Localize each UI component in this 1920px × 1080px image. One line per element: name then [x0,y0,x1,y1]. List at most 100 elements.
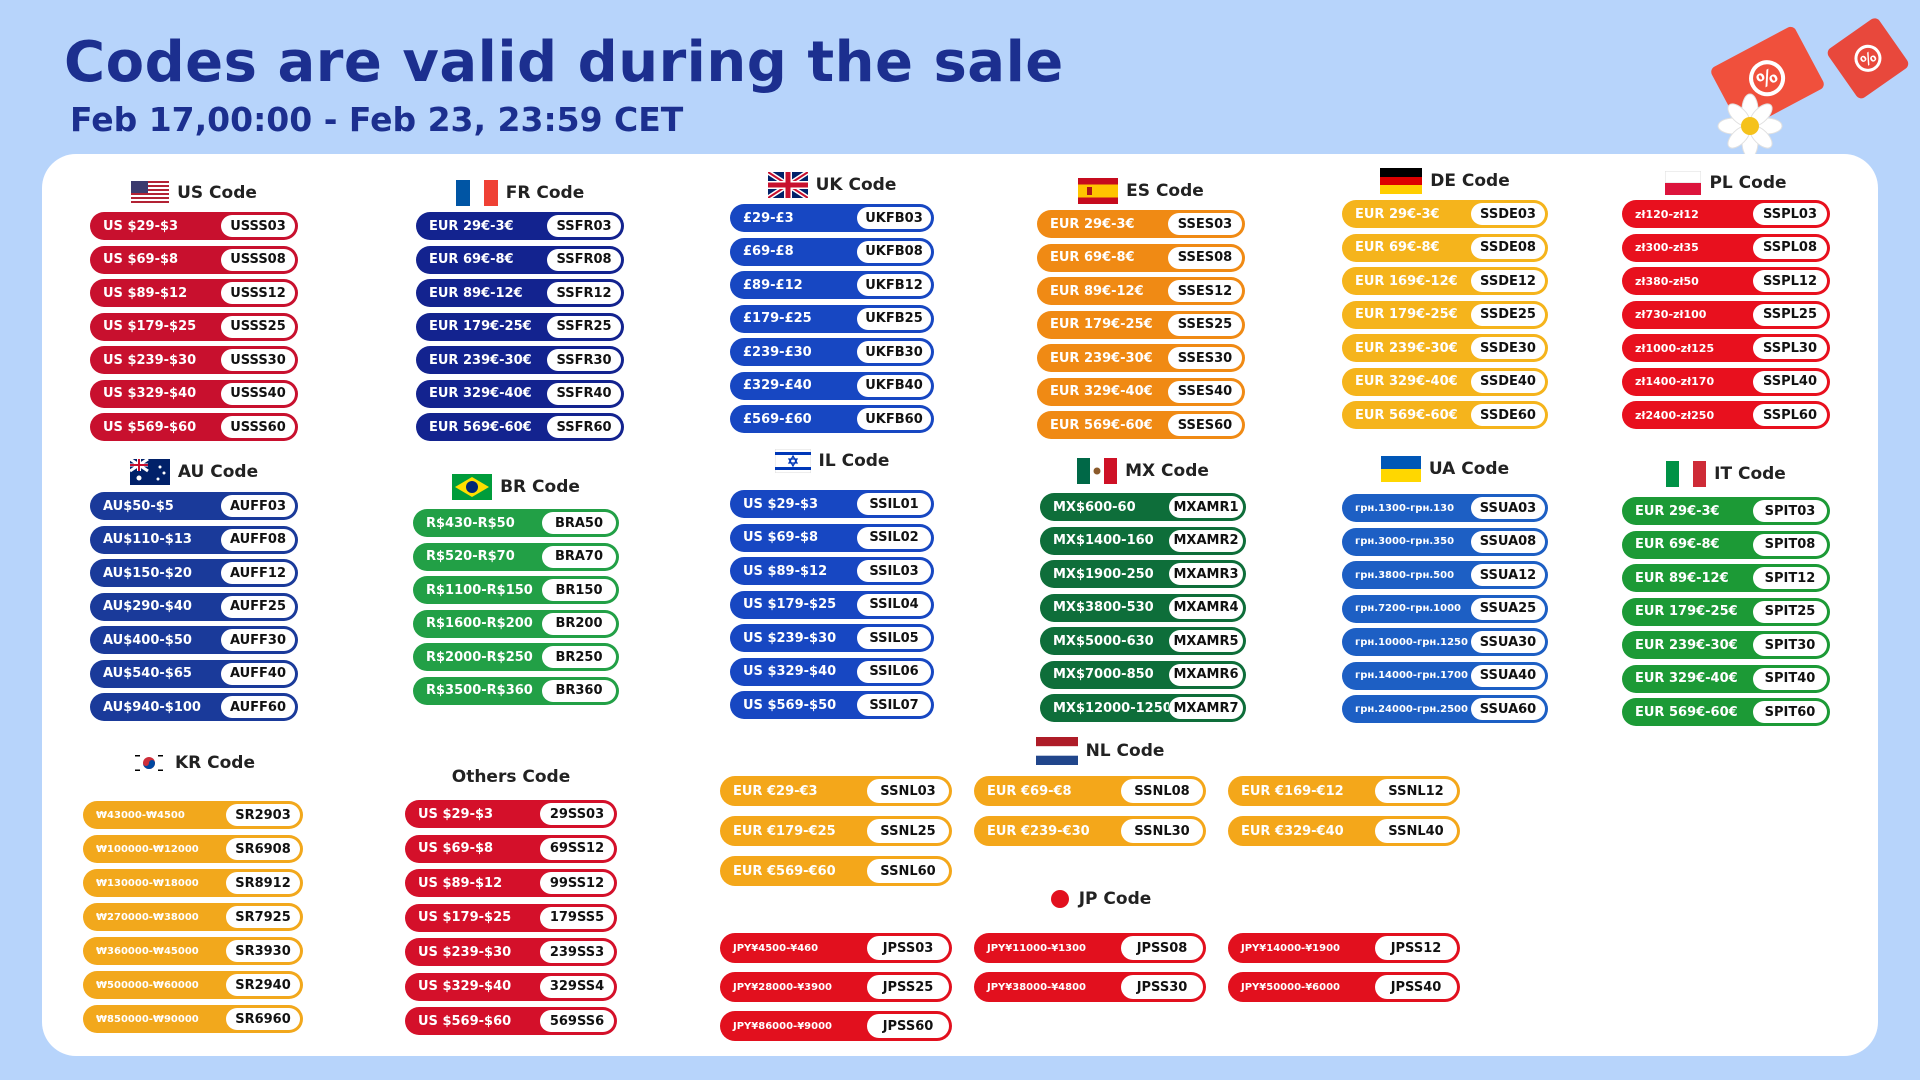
promo-code[interactable]: SSFR03 [547,215,621,237]
promo-code[interactable]: SSUA60 [1471,698,1545,720]
promo-code[interactable]: SSNL40 [1375,819,1457,843]
promo-code[interactable]: BR200 [542,612,616,635]
promo-code[interactable]: SSNL03 [867,779,949,803]
promo-code[interactable]: AUFF03 [221,495,295,517]
promo-code[interactable]: SSNL25 [867,819,949,843]
promo-code[interactable]: UKFB25 [857,307,931,330]
promo-code[interactable]: USSS25 [221,315,295,338]
promo-code[interactable]: USSS30 [221,349,295,371]
promo-code[interactable]: SSNL60 [867,859,949,883]
promo-code[interactable]: SPIT25 [1753,600,1827,623]
promo-code[interactable]: SSES08 [1168,246,1242,269]
promo-code[interactable]: JPSS12 [1375,936,1457,960]
promo-code[interactable]: SSFR40 [547,382,621,405]
promo-code[interactable]: AUFF40 [221,662,295,685]
promo-code[interactable]: JPSS30 [1121,975,1203,999]
promo-code[interactable]: SSPL40 [1753,370,1827,393]
promo-code[interactable]: UKFB03 [857,207,931,229]
promo-code[interactable]: SSIL06 [857,660,931,683]
promo-code[interactable]: SSPL30 [1753,337,1827,359]
promo-code[interactable]: BR360 [542,679,616,702]
promo-code[interactable]: SSUA12 [1471,564,1545,586]
promo-code[interactable]: 179SS5 [540,906,614,929]
promo-code[interactable]: SSDE03 [1471,203,1545,225]
promo-code[interactable]: SSIL01 [857,493,931,515]
promo-code[interactable]: SSUA40 [1471,664,1545,687]
promo-code[interactable]: UKFB30 [857,341,931,363]
promo-code[interactable]: BRA50 [542,512,616,534]
promo-code[interactable]: SSUA08 [1471,530,1545,553]
promo-code[interactable]: SR2940 [226,974,300,996]
promo-code[interactable]: SSIL02 [857,526,931,549]
promo-code[interactable]: SSES12 [1168,280,1242,302]
promo-code[interactable]: SSDE25 [1471,303,1545,326]
promo-code[interactable]: SSDE30 [1471,337,1545,359]
promo-code[interactable]: JPSS25 [867,975,949,999]
promo-code[interactable]: BR250 [542,646,616,668]
promo-code[interactable]: SR8912 [226,872,300,894]
promo-code[interactable]: MXAMR5 [1169,630,1243,652]
promo-code[interactable]: AUFF08 [221,528,295,551]
promo-code[interactable]: SR6908 [226,838,300,860]
promo-code[interactable]: 69SS12 [540,837,614,860]
promo-code[interactable]: SR3930 [226,940,300,962]
promo-code[interactable]: SR2903 [226,804,300,826]
promo-code[interactable]: SSDE12 [1471,270,1545,292]
promo-code[interactable]: SSDE08 [1471,236,1545,259]
promo-code[interactable]: USSS03 [221,215,295,237]
promo-code[interactable]: SR6960 [226,1008,300,1030]
promo-code[interactable]: SSFR30 [547,349,621,371]
promo-code[interactable]: 239SS3 [540,941,614,963]
promo-code[interactable]: SR7925 [226,906,300,928]
promo-code[interactable]: SPIT30 [1753,634,1827,656]
promo-code[interactable]: MXAMR3 [1169,563,1243,585]
promo-code[interactable]: SSDE60 [1471,404,1545,426]
promo-code[interactable]: SPIT03 [1753,500,1827,522]
promo-code[interactable]: SSDE40 [1471,370,1545,393]
promo-code[interactable]: USSS08 [221,248,295,271]
promo-code[interactable]: SSIL04 [857,593,931,616]
promo-code[interactable]: USSS60 [221,416,295,438]
promo-code[interactable]: UKFB12 [857,274,931,296]
promo-code[interactable]: BRA70 [542,545,616,568]
promo-code[interactable]: SPIT12 [1753,567,1827,589]
promo-code[interactable]: AUFF12 [221,562,295,584]
promo-code[interactable]: SSIL05 [857,627,931,649]
promo-code[interactable]: UKFB08 [857,240,931,263]
promo-code[interactable]: SSPL03 [1753,203,1827,225]
promo-code[interactable]: SPIT40 [1753,667,1827,690]
promo-code[interactable]: UKFB40 [857,374,931,397]
promo-code[interactable]: SSPL08 [1753,236,1827,259]
promo-code[interactable]: SSPL25 [1753,303,1827,326]
promo-code[interactable]: JPSS40 [1375,975,1457,999]
promo-code[interactable]: SSFR12 [547,282,621,304]
promo-code[interactable]: AUFF60 [221,696,295,718]
promo-code[interactable]: SPIT60 [1753,701,1827,723]
promo-code[interactable]: JPSS08 [1121,936,1203,960]
promo-code[interactable]: SSES40 [1168,380,1242,403]
promo-code[interactable]: SSPL12 [1753,270,1827,292]
promo-code[interactable]: SSFR25 [547,315,621,338]
promo-code[interactable]: USSS40 [221,382,295,405]
promo-code[interactable]: JPSS03 [867,936,949,960]
promo-code[interactable]: SSES30 [1168,347,1242,369]
promo-code[interactable]: BR150 [542,579,616,601]
promo-code[interactable]: SSFR60 [547,416,621,438]
promo-code[interactable]: SSPL60 [1753,404,1827,426]
promo-code[interactable]: SSIL03 [857,560,931,582]
promo-code[interactable]: SPIT08 [1753,533,1827,556]
promo-code[interactable]: SSNL08 [1121,779,1203,803]
promo-code[interactable]: JPSS60 [867,1014,949,1038]
promo-code[interactable]: USSS12 [221,282,295,304]
promo-code[interactable]: SSNL30 [1121,819,1203,843]
promo-code[interactable]: SSES60 [1168,414,1242,436]
promo-code[interactable]: SSUA03 [1471,497,1545,519]
promo-code[interactable]: AUFF25 [221,595,295,618]
promo-code[interactable]: 569SS6 [540,1010,614,1032]
promo-code[interactable]: 329SS4 [540,975,614,998]
promo-code[interactable]: MXAMR6 [1169,663,1243,686]
promo-code[interactable]: AUFF30 [221,629,295,651]
promo-code[interactable]: MXAMR2 [1169,529,1243,552]
promo-code[interactable]: SSNL12 [1375,779,1457,803]
promo-code[interactable]: MXAMR4 [1169,596,1243,619]
